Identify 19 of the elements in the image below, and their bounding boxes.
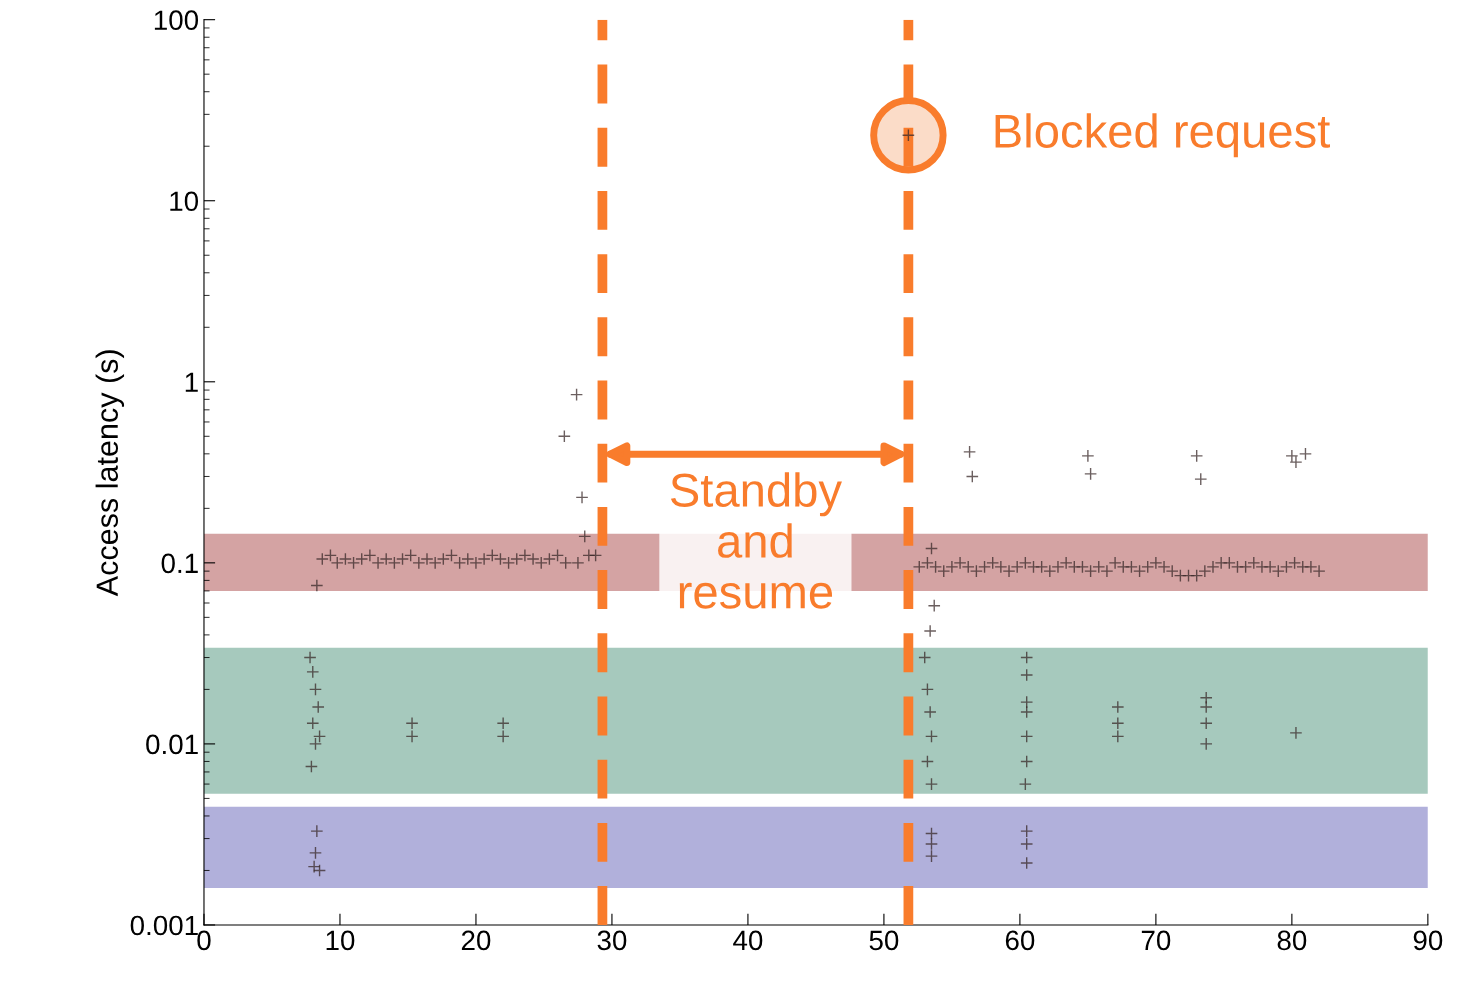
y-tick-label: 100	[154, 10, 199, 31]
x-tick-label: 80	[1277, 930, 1307, 951]
x-tick-label: 0	[197, 930, 211, 951]
x-tick-label: 60	[1005, 930, 1035, 951]
x-tick-label: 30	[597, 930, 627, 951]
x-tick-label: 50	[869, 930, 899, 951]
annotation: Blocked request	[995, 113, 1330, 158]
y-tick-label: 1	[185, 372, 198, 392]
annotation: Standby and resume	[670, 472, 842, 609]
y-tick-label: 0.01	[146, 734, 198, 755]
y-tick-label: 0.001	[130, 915, 198, 936]
x-tick-label: 10	[326, 930, 355, 951]
x-tick-label: 40	[733, 930, 763, 951]
x-tick-label: 20	[461, 930, 491, 951]
y-tick-label: 0.1	[161, 553, 198, 574]
x-tick-label: 70	[1141, 930, 1171, 951]
x-tick-label: 90	[1413, 930, 1443, 951]
y-axis-title: Access latency (s)	[95, 350, 125, 597]
y-tick-label: 10	[170, 191, 199, 212]
